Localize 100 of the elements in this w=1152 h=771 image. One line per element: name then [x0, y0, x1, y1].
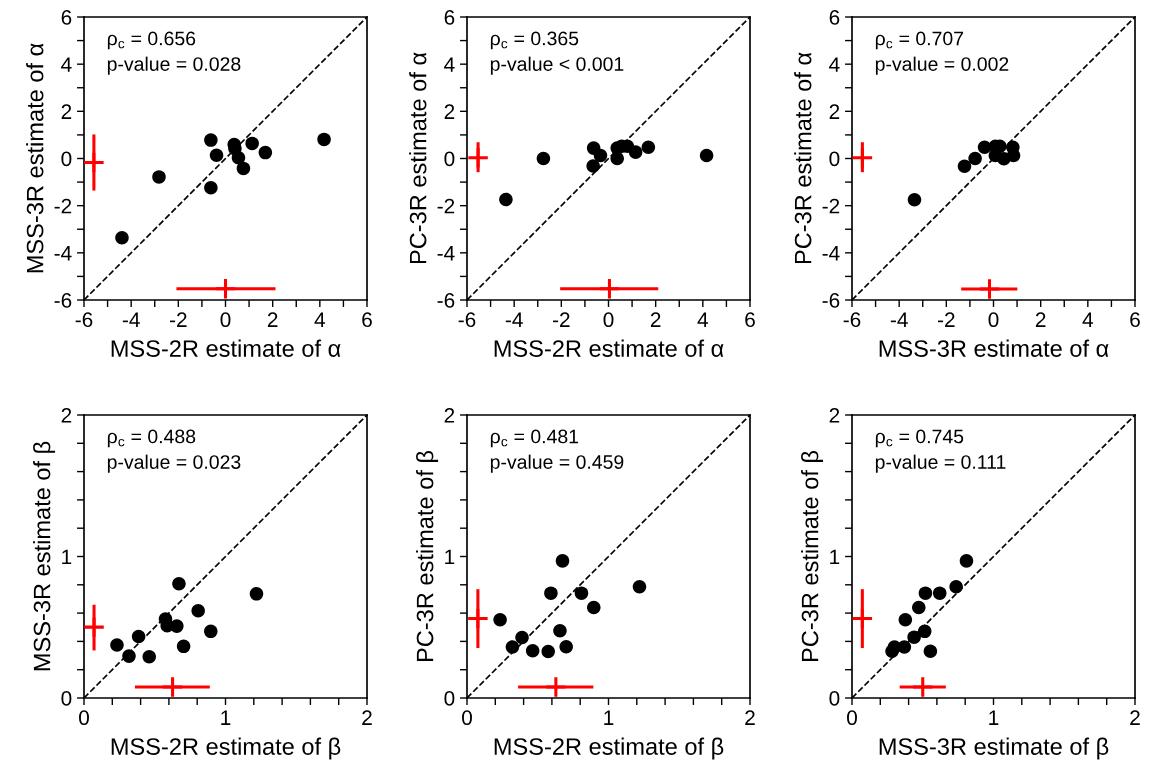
point	[918, 586, 933, 600]
y-tick-label: -4	[437, 246, 455, 261]
x-tick-label: 4	[1082, 312, 1094, 327]
point	[628, 145, 643, 159]
x-tick-label: -6	[843, 312, 861, 328]
x-tick-label: 0	[988, 312, 999, 328]
y-tick-label: 6	[444, 10, 455, 25]
annotation: p-value = 0.459	[490, 454, 624, 473]
annotation: ρ$_{c}$ = 0.488	[107, 429, 196, 448]
point	[214, 277, 237, 300]
point	[1006, 148, 1021, 163]
point	[122, 649, 136, 663]
point	[467, 607, 490, 630]
y-tick-label: 4	[444, 57, 455, 72]
point	[499, 192, 513, 207]
y-tick-label: 2	[444, 104, 455, 119]
point	[544, 675, 568, 698]
x-tick-label: 1	[604, 710, 614, 725]
point	[641, 140, 656, 154]
x-tick-label: -6	[458, 312, 476, 328]
x-tick-label: 2	[267, 312, 278, 327]
y-tick-label: -2	[54, 198, 72, 214]
point	[525, 643, 540, 658]
point	[204, 133, 218, 147]
y-tick-label: -6	[437, 293, 455, 308]
x-axis-title: MSS-2R estimate of α	[494, 339, 724, 357]
point	[191, 604, 205, 618]
x-tick-label: 1	[221, 710, 231, 725]
x-tick-label: -2	[553, 312, 570, 327]
point	[204, 624, 218, 639]
point	[84, 615, 106, 639]
y-tick-label: -6	[822, 293, 840, 308]
y-tick-label: 1	[830, 549, 840, 565]
point	[897, 640, 912, 654]
point	[170, 619, 184, 633]
annotation: p-value = 0.023	[107, 454, 241, 473]
y-tick-label: 6	[61, 10, 72, 25]
y-tick-label: 0	[444, 151, 455, 167]
x-tick-label: 2	[362, 710, 372, 725]
y-axis-title: PC-3R estimate of α	[409, 52, 427, 264]
y-tick-label: 6	[829, 10, 840, 25]
x-tick-label: 2	[745, 710, 755, 725]
x-tick-label: 6	[1130, 312, 1140, 328]
y-axis-title: MSS-3R estimate of α	[26, 43, 44, 273]
point	[172, 577, 186, 591]
point	[957, 159, 972, 174]
point	[949, 580, 963, 594]
x-tick-label: -2	[938, 312, 955, 327]
point	[176, 639, 191, 654]
x-tick-label: 2	[650, 312, 661, 327]
point	[598, 277, 621, 300]
point	[505, 640, 520, 654]
y-tick-label: -2	[437, 198, 455, 214]
x-tick-label: -6	[75, 312, 93, 328]
y-tick-label: -6	[54, 293, 72, 308]
point	[204, 180, 218, 195]
point	[115, 230, 129, 245]
annotation: ρ$_{c}$ = 0.365	[490, 31, 579, 50]
point	[131, 629, 146, 644]
x-tick-label: 0	[603, 312, 614, 328]
annotation: ρ$_{c}$ = 0.656	[107, 31, 196, 50]
point	[544, 586, 558, 600]
annotation: p-value = 0.111	[875, 454, 1006, 473]
x-axis-title: MSS-2R estimate of β	[494, 737, 724, 760]
point	[245, 136, 259, 151]
x-tick-label: 4	[314, 312, 326, 327]
point	[587, 600, 601, 615]
point	[541, 644, 555, 659]
point	[536, 151, 551, 166]
x-tick-label: 2	[1130, 710, 1140, 725]
y-tick-label: 4	[61, 57, 72, 72]
y-axis-title: MSS-3R estimate of β	[33, 441, 56, 671]
x-tick-label: 1	[989, 710, 999, 725]
point	[467, 146, 490, 170]
y-tick-label: 1	[62, 549, 72, 565]
y-tick-label: 0	[61, 691, 72, 706]
y-tick-label: 2	[829, 104, 840, 119]
point	[553, 624, 567, 638]
point	[932, 586, 947, 600]
point	[917, 624, 932, 639]
point	[586, 159, 600, 173]
x-tick-label: -4	[890, 312, 908, 327]
y-tick-label: 0	[829, 151, 840, 167]
x-tick-label: 0	[79, 710, 89, 726]
x-axis-title: MSS-3R estimate of β	[879, 737, 1109, 760]
y-tick-label: 2	[61, 408, 72, 423]
x-tick-label: 4	[697, 312, 709, 327]
point	[574, 586, 589, 600]
point	[907, 193, 922, 207]
y-tick-label: 2	[444, 408, 455, 423]
point	[632, 580, 647, 594]
x-axis-title: MSS-3R estimate of α	[879, 339, 1109, 357]
y-tick-label: -4	[822, 246, 840, 261]
point	[559, 640, 573, 654]
x-axis-title: MSS-2R estimate of α	[111, 339, 341, 357]
point	[84, 151, 106, 174]
point	[110, 638, 124, 652]
point	[249, 587, 264, 601]
y-tick-label: -4	[54, 246, 72, 261]
point	[898, 612, 913, 627]
